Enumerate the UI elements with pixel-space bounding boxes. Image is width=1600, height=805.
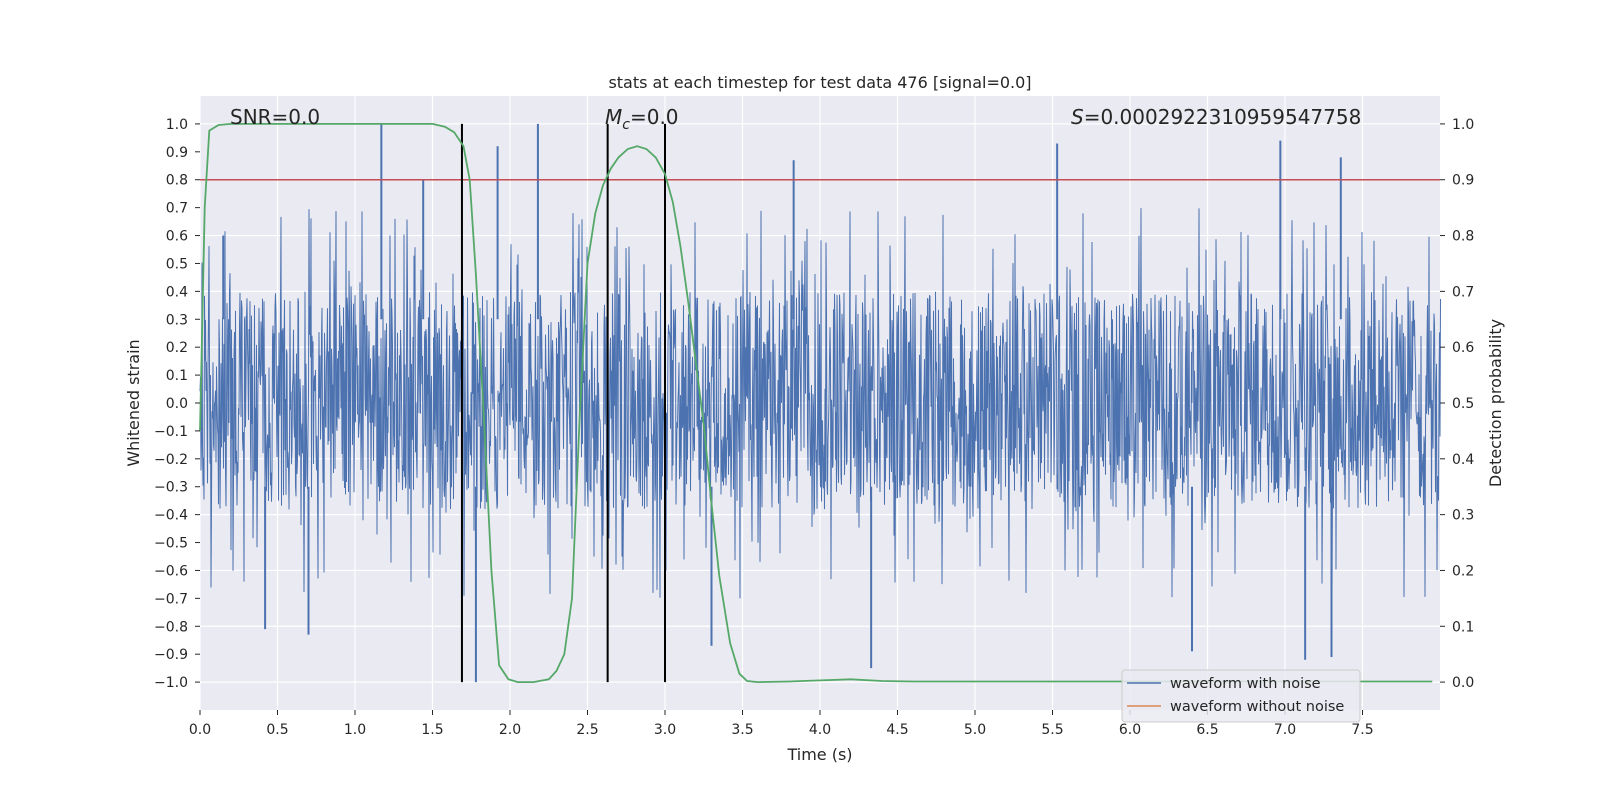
legend-label-waveform-without-noise: waveform without noise (1170, 699, 1344, 715)
x-tick-label: 2.5 (576, 722, 598, 738)
x-tick-label: 6.0 (1119, 722, 1141, 738)
y-right-tick-label: 0.2 (1452, 563, 1474, 579)
y-right-tick-label: 1.0 (1452, 117, 1474, 133)
y-right-tick-label: 0.0 (1452, 675, 1474, 691)
y-right-tick-label: 0.6 (1452, 340, 1474, 356)
x-tick-label: 2.0 (499, 722, 521, 738)
score-symbol: S (1071, 105, 1084, 129)
y-tick-label: 0.2 (166, 340, 188, 356)
score-value: =0.0002922310959547758 (1084, 105, 1362, 129)
y-right-tick-label: 0.4 (1452, 452, 1474, 468)
x-axis-label: Time (s) (786, 745, 852, 764)
x-axis-ticks: 0.0 0.5 1.0 1.5 2.0 2.5 3.0 3.5 4.0 4.5 5.0 5.5 6.0 6… (189, 710, 1374, 738)
y-tick-label: 0.7 (166, 201, 188, 217)
y-tick-label: −0.2 (154, 452, 188, 468)
y-tick-label: 0.0 (166, 396, 188, 412)
legend-box (1121, 669, 1361, 723)
y-tick-label: 0.1 (166, 368, 188, 384)
y-tick-label: −0.3 (154, 480, 188, 496)
y-tick-label: −0.7 (154, 591, 188, 607)
y-tick-label: 0.6 (166, 229, 188, 245)
y-tick-label: 0.8 (166, 173, 188, 189)
y-tick-label: −0.8 (154, 619, 188, 635)
y-tick-label: 0.5 (166, 256, 188, 272)
detection-probability-series (199, 123, 1433, 684)
marker-lines (460, 123, 666, 683)
y-right-tick-label: 0.7 (1452, 284, 1474, 300)
x-tick-label: 4.0 (809, 722, 831, 738)
chart-title: stats at each timestep for test data 476… (608, 73, 1031, 92)
x-tick-label: 7.5 (1351, 722, 1373, 738)
y-tick-label: −0.4 (154, 508, 188, 524)
y-axis-label-left: Whitened strain (124, 339, 143, 466)
detection-probability-line (199, 123, 1433, 684)
y-tick-label: 0.3 (166, 312, 188, 328)
y-right-tick-label: 0.8 (1452, 229, 1474, 245)
x-tick-label: 1.5 (421, 722, 443, 738)
legend-label-waveform-with-noise: waveform with noise (1170, 676, 1321, 692)
y-axis-ticks-left: 1.0 0.9 0.8 0.7 0.6 0.5 0.4 0.3 0.2 0.1 0.0 −0.1 −0.… (154, 117, 200, 691)
y-axis-ticks-right: 1.0 0.9 0.8 0.7 0.6 0.5 0.4 0.3 0.2 0.1 0.0 (1440, 117, 1474, 691)
x-tick-label: 1.0 (344, 722, 366, 738)
y-tick-label: −1.0 (154, 675, 188, 691)
legend: waveform with noise waveform without noi… (1121, 669, 1361, 723)
x-tick-label: 6.5 (1196, 722, 1218, 738)
y-right-tick-label: 0.5 (1452, 396, 1474, 412)
y-right-tick-label: 0.3 (1452, 508, 1474, 524)
x-tick-label: 4.5 (886, 722, 908, 738)
x-tick-label: 7.0 (1274, 722, 1296, 738)
y-tick-label: −0.9 (154, 647, 188, 663)
y-right-tick-label: 0.9 (1452, 173, 1474, 189)
y-tick-label: 1.0 (166, 117, 188, 133)
y-tick-label: −0.5 (154, 536, 188, 552)
x-tick-label: 0.0 (189, 722, 211, 738)
y-tick-label: 0.9 (166, 145, 188, 161)
snr-annotation: SNR=0.0 (230, 105, 320, 129)
x-tick-label: 3.5 (731, 722, 753, 738)
score-annotation: S=0.0002922310959547758 (1071, 105, 1361, 129)
x-tick-label: 5.0 (964, 722, 986, 738)
waveform-with-noise-series (199, 123, 1441, 683)
y-tick-label: −0.6 (154, 563, 188, 579)
chirp-mass-subscript: c (622, 117, 630, 133)
y-axis-label-right: Detection probability (1486, 319, 1505, 487)
x-tick-label: 0.5 (266, 722, 288, 738)
y-tick-label: 0.4 (166, 284, 188, 300)
x-tick-label: 5.5 (1041, 722, 1063, 738)
y-right-tick-label: 0.1 (1452, 619, 1474, 635)
waveform-with-noise-line (199, 208, 1441, 599)
chirp-mass-value: =0.0 (630, 105, 679, 129)
chirp-mass-symbol: M (605, 105, 622, 129)
chirp-mass-annotation: Mc=0.0 (605, 105, 679, 133)
x-tick-label: 3.0 (654, 722, 676, 738)
y-tick-label: −0.1 (154, 424, 188, 440)
